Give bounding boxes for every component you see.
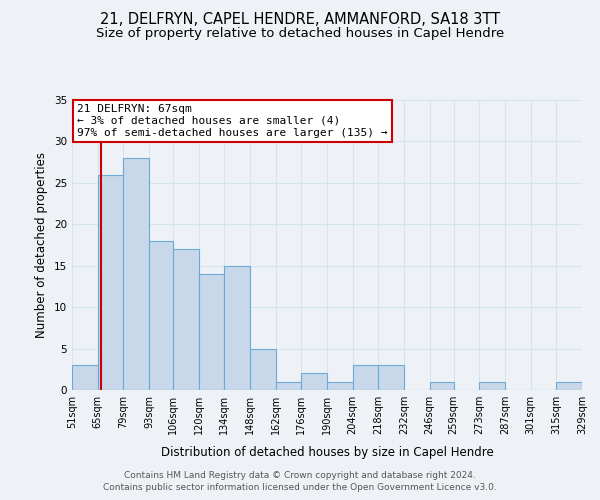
Bar	[556, 382, 582, 390]
Text: 21 DELFRYN: 67sqm
← 3% of detached houses are smaller (4)
97% of semi-detached h: 21 DELFRYN: 67sqm ← 3% of detached house…	[77, 104, 388, 138]
Text: Size of property relative to detached houses in Capel Hendre: Size of property relative to detached ho…	[96, 28, 504, 40]
Bar	[250, 348, 275, 390]
Bar	[224, 266, 250, 390]
Bar	[199, 274, 224, 390]
Bar	[173, 249, 199, 390]
Y-axis label: Number of detached properties: Number of detached properties	[35, 152, 49, 338]
Bar	[98, 174, 124, 390]
Bar	[275, 382, 301, 390]
Bar	[149, 241, 173, 390]
Bar	[72, 365, 98, 390]
Text: Contains HM Land Registry data © Crown copyright and database right 2024.
Contai: Contains HM Land Registry data © Crown c…	[103, 471, 497, 492]
Bar	[379, 365, 404, 390]
Bar	[124, 158, 149, 390]
Bar	[430, 382, 454, 390]
Bar	[353, 365, 379, 390]
Text: Distribution of detached houses by size in Capel Hendre: Distribution of detached houses by size …	[161, 446, 493, 459]
Text: 21, DELFRYN, CAPEL HENDRE, AMMANFORD, SA18 3TT: 21, DELFRYN, CAPEL HENDRE, AMMANFORD, SA…	[100, 12, 500, 28]
Bar	[327, 382, 353, 390]
Bar	[301, 374, 327, 390]
Bar	[479, 382, 505, 390]
